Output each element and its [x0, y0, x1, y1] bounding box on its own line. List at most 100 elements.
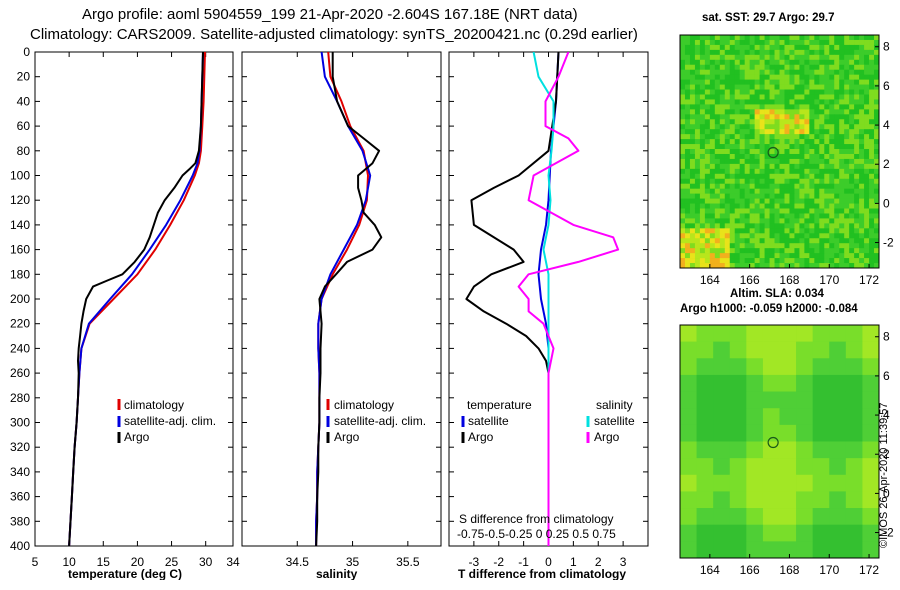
map-cell — [713, 524, 731, 542]
map-cell — [689, 144, 696, 150]
map-cell — [814, 243, 820, 249]
map-cell — [869, 163, 875, 170]
map-cell — [874, 59, 880, 66]
map-cell — [759, 178, 765, 185]
map-cell — [684, 193, 691, 199]
map-cell — [680, 541, 697, 559]
map-cell — [809, 119, 815, 125]
map-cell — [812, 374, 830, 392]
map-cell — [729, 173, 736, 180]
map-cell — [714, 208, 721, 214]
map-cell — [739, 243, 745, 249]
map-cell — [769, 94, 775, 100]
map-cell — [849, 84, 855, 90]
map-cell — [769, 163, 775, 170]
map-cell — [713, 341, 731, 359]
map-cell — [680, 213, 686, 219]
map-cell — [713, 374, 731, 392]
map-cell — [714, 104, 721, 110]
map-cell — [729, 208, 736, 214]
map-cell — [834, 233, 840, 239]
map-cell — [709, 238, 716, 244]
map-cell — [814, 178, 820, 185]
map-cell — [759, 79, 765, 85]
map-cell — [844, 248, 850, 254]
map-cell — [864, 134, 870, 140]
map-cell — [724, 49, 731, 56]
map-cell — [774, 158, 780, 165]
map-cell — [799, 54, 805, 61]
map-cell — [784, 198, 790, 204]
map-cell — [734, 109, 740, 115]
map-cell — [809, 39, 815, 46]
map-cell — [874, 178, 880, 185]
map-cell — [734, 49, 740, 56]
map-cell — [704, 49, 711, 56]
map-cell — [759, 69, 765, 75]
map-cell — [729, 541, 747, 559]
map-cell — [689, 158, 696, 165]
map-cell — [789, 109, 795, 115]
map-cell — [729, 44, 736, 51]
map-cell — [869, 69, 875, 75]
y-tick-label: 260 — [10, 366, 30, 380]
map-cell — [779, 203, 785, 209]
map-cell — [799, 39, 805, 46]
map-cell — [789, 139, 795, 145]
map-cell — [734, 203, 740, 209]
map-cell — [845, 491, 863, 509]
map-cell — [859, 218, 865, 224]
map-cell — [724, 104, 731, 110]
map-cell — [844, 89, 850, 95]
map-cell — [729, 374, 747, 392]
map-cell — [769, 59, 775, 66]
map-cell — [744, 64, 750, 71]
map-cell — [869, 59, 875, 66]
map-cell — [844, 153, 850, 160]
map-cell — [749, 168, 755, 175]
map-cell — [809, 59, 815, 66]
map-cell — [859, 173, 865, 180]
map-cell — [829, 39, 835, 46]
map-cell — [819, 243, 825, 249]
map-cell — [859, 238, 865, 244]
map-cell — [714, 134, 721, 140]
map-cell — [774, 188, 780, 194]
map-cell — [729, 54, 736, 61]
map-cell — [764, 54, 770, 61]
map-cell — [824, 104, 830, 110]
map-cell — [854, 208, 860, 214]
map-cell — [789, 188, 795, 194]
map-cell — [694, 69, 701, 75]
map-cell — [819, 183, 825, 189]
map-cell — [799, 248, 805, 254]
map-cell — [779, 99, 785, 105]
map-cell — [719, 49, 726, 56]
map-cell — [874, 233, 880, 239]
map-cell — [704, 104, 711, 110]
map-cell — [729, 35, 736, 41]
map-cell — [844, 109, 850, 115]
map-cell — [739, 173, 745, 180]
map-cell — [774, 258, 780, 264]
map-cell — [789, 248, 795, 254]
map-cell — [684, 79, 691, 85]
map-cell — [764, 74, 770, 80]
map-cell — [774, 253, 780, 259]
map-cell — [714, 228, 721, 234]
map-cell — [809, 44, 815, 51]
map-cell — [714, 144, 721, 150]
map-cell — [809, 35, 815, 41]
map-cell — [719, 94, 726, 100]
map-cell — [779, 35, 785, 41]
map-cell — [689, 89, 696, 95]
map-cell — [713, 441, 731, 459]
map-cell — [819, 153, 825, 160]
map-cell — [724, 183, 731, 189]
map-cell — [754, 44, 760, 51]
map-cell — [839, 243, 845, 249]
map-cell — [744, 263, 750, 269]
map-cell — [739, 258, 745, 264]
map-cell — [854, 223, 860, 229]
map-cell — [844, 233, 850, 239]
